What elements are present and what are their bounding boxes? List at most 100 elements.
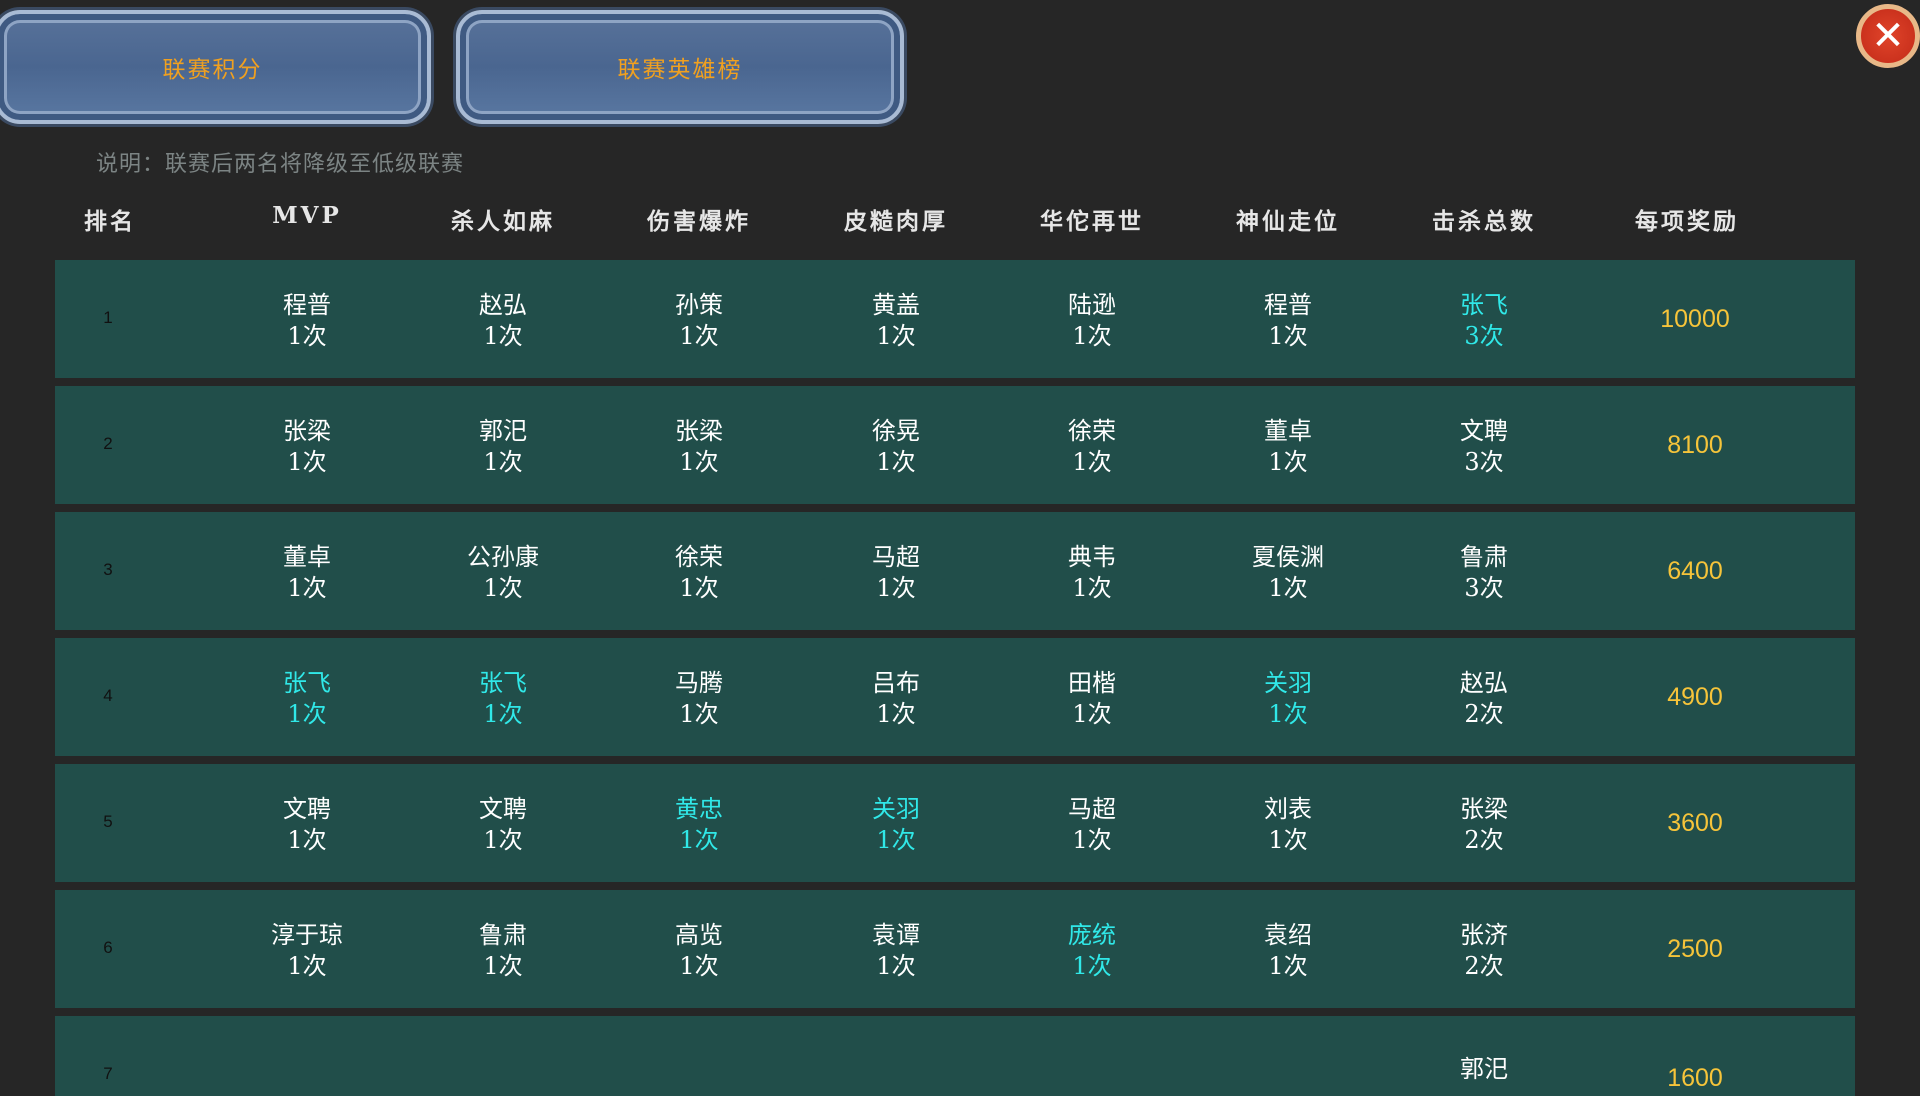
hero-cell: 董卓 1次 [217, 542, 397, 604]
hero-cell: 文聘 1次 [217, 794, 397, 856]
column-header: 击杀总数 [1432, 208, 1536, 235]
hero-cell: 张梁 1次 [609, 416, 789, 478]
hero-cell: 赵弘 1次 [413, 290, 593, 352]
reward-value: 10000 [1660, 305, 1730, 333]
column-header: 排名 [84, 208, 136, 235]
hero-count: 2次 [1464, 700, 1504, 728]
hero-cell: 陆逊 1次 [1002, 290, 1182, 352]
hero-count: 1次 [287, 826, 327, 854]
hero-cell: 马超 1次 [1002, 794, 1182, 856]
table-row: 7 郭汜 1600 [55, 1016, 1855, 1096]
hero-cell: 董卓 1次 [1198, 416, 1378, 478]
hero-cell: 张梁 1次 [217, 416, 397, 478]
rank-number: 3 [103, 560, 113, 579]
hero-name: 张梁 [1460, 795, 1508, 823]
close-x-icon[interactable]: ✕ [1856, 4, 1920, 68]
reward-value: 2500 [1667, 935, 1723, 963]
hero-name: 庞统 [1068, 921, 1116, 949]
hero-name: 徐荣 [675, 543, 723, 571]
hero-count: 1次 [679, 952, 719, 980]
hero-name: 马腾 [675, 669, 723, 697]
table-row: 1 程普 1次 赵弘 1次 孙策 1次 黄盖 1次 陆逊 1次 程普 1次 张飞 3次 10000 [55, 260, 1855, 378]
hero-cell: 孙策 1次 [609, 290, 789, 352]
column-header: 每项奖励 [1635, 208, 1739, 235]
hero-cell: 黄忠 1次 [609, 794, 789, 856]
hero-count: 1次 [876, 700, 916, 728]
hero-cell: 鲁肃 1次 [413, 920, 593, 982]
hero-name: 关羽 [872, 795, 920, 823]
hero-name: 刘表 [1264, 795, 1312, 823]
hero-count: 1次 [1072, 952, 1112, 980]
hero-count: 1次 [1268, 952, 1308, 980]
hero-count: 1次 [483, 322, 523, 350]
hero-count: 3次 [1464, 574, 1504, 602]
hero-count: 1次 [876, 574, 916, 602]
hero-name: 张梁 [675, 417, 723, 445]
rank-number: 5 [103, 812, 113, 831]
hero-name: 文聘 [479, 795, 527, 823]
hero-count: 1次 [876, 322, 916, 350]
hero-cell: 公孙康 1次 [413, 542, 593, 604]
hero-name: 田楷 [1068, 669, 1116, 697]
hero-name: 黄忠 [675, 795, 723, 823]
hero-cell: 袁谭 1次 [806, 920, 986, 982]
tab-league-heroes[interactable]: 联赛英雄榜 [456, 10, 904, 124]
hero-cell: 张济 2次 [1394, 920, 1574, 982]
hero-cell: 关羽 1次 [806, 794, 986, 856]
hero-count: 1次 [679, 322, 719, 350]
hero-count: 1次 [679, 574, 719, 602]
hero-count: 1次 [1268, 826, 1308, 854]
hero-name: 张济 [1460, 921, 1508, 949]
hero-cell: 程普 1次 [217, 290, 397, 352]
hero-name: 鲁肃 [479, 921, 527, 949]
tab-league-points[interactable]: 联赛积分 [0, 10, 431, 124]
table-row: 4 张飞 1次 张飞 1次 马腾 1次 吕布 1次 田楷 1次 关羽 1次 赵弘 2次 4900 [55, 638, 1855, 756]
table-row: 2 张梁 1次 郭汜 1次 张梁 1次 徐晃 1次 徐荣 1次 董卓 1次 文聘 3次 8100 [55, 386, 1855, 504]
hero-name: 张飞 [479, 669, 527, 697]
hero-count: 1次 [287, 448, 327, 476]
column-header: 神仙走位 [1236, 208, 1340, 235]
hero-cell: 关羽 1次 [1198, 668, 1378, 730]
column-header: 华佗再世 [1040, 208, 1144, 235]
hero-cell: 马腾 1次 [609, 668, 789, 730]
table-row: 6 淳于琼 1次 鲁肃 1次 高览 1次 袁谭 1次 庞统 1次 袁绍 1次 张济 2次 2500 [55, 890, 1855, 1008]
hero-count: 1次 [1072, 700, 1112, 728]
hero-name: 吕布 [872, 669, 920, 697]
hero-name: 文聘 [283, 795, 331, 823]
hero-name: 马超 [872, 543, 920, 571]
hero-name: 关羽 [1264, 669, 1312, 697]
hero-name: 张飞 [1460, 291, 1508, 319]
hero-name: 袁绍 [1264, 921, 1312, 949]
hero-cell: 程普 1次 [1198, 290, 1378, 352]
hero-name: 赵弘 [479, 291, 527, 319]
hero-cell: 张飞 1次 [413, 668, 593, 730]
reward-value: 4900 [1667, 683, 1723, 711]
hero-cell: 刘表 1次 [1198, 794, 1378, 856]
hero-count: 1次 [287, 700, 327, 728]
hero-cell: 张飞 3次 [1394, 290, 1574, 352]
hero-name: 郭汜 [479, 417, 527, 445]
hero-count: 1次 [483, 826, 523, 854]
table-row: 5 文聘 1次 文聘 1次 黄忠 1次 关羽 1次 马超 1次 刘表 1次 张梁 2次 3600 [55, 764, 1855, 882]
hero-name: 淳于琼 [271, 921, 343, 949]
hero-cell: 张梁 2次 [1394, 794, 1574, 856]
hero-count: 1次 [1072, 322, 1112, 350]
hero-cell: 黄盖 1次 [806, 290, 986, 352]
hero-count: 1次 [1072, 574, 1112, 602]
hero-cell: 高览 1次 [609, 920, 789, 982]
rank-number: 4 [103, 686, 113, 705]
hero-name: 黄盖 [872, 291, 920, 319]
hero-count: 3次 [1464, 322, 1504, 350]
hero-count: 1次 [876, 826, 916, 854]
hero-count: 1次 [679, 700, 719, 728]
hero-name: 徐晃 [872, 417, 920, 445]
hero-cell: 张飞 1次 [217, 668, 397, 730]
reward-value: 3600 [1667, 809, 1723, 837]
hero-count: 1次 [1268, 700, 1308, 728]
hero-count: 1次 [287, 952, 327, 980]
hero-cell: 文聘 3次 [1394, 416, 1574, 478]
hero-cell: 吕布 1次 [806, 668, 986, 730]
column-header: 皮糙肉厚 [844, 208, 948, 235]
hero-name: 袁谭 [872, 921, 920, 949]
hero-name: 公孙康 [467, 543, 539, 571]
